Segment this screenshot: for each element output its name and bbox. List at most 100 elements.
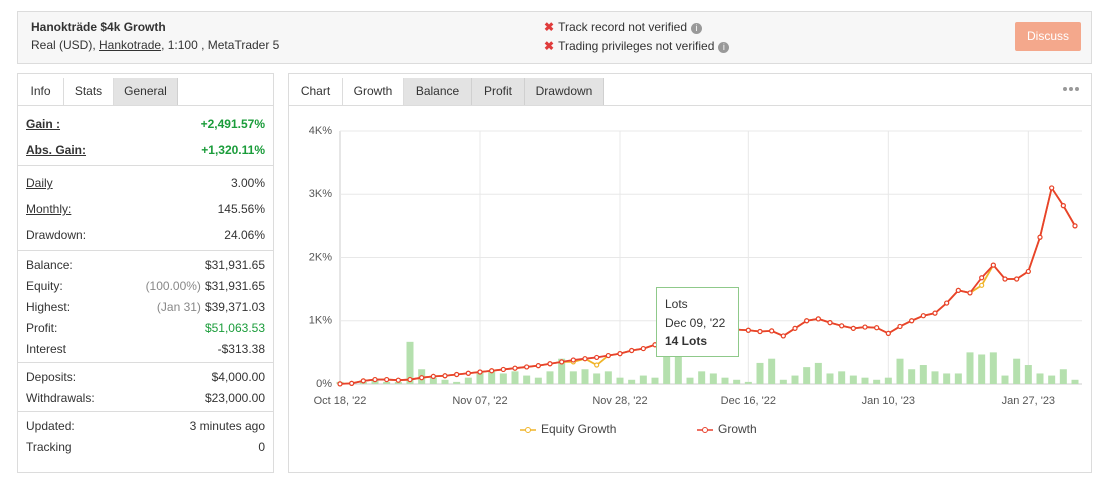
lots-bar — [593, 373, 601, 384]
tab[interactable]: Growth — [342, 78, 404, 105]
series-point — [524, 364, 530, 370]
broker-link[interactable]: Hankotrade — [99, 38, 162, 52]
stat-value: 24.06% — [224, 222, 265, 248]
stat-number: $31,931.65 — [204, 258, 265, 272]
lots-bar — [1071, 379, 1079, 384]
stat-value: $31,931.65 — [205, 255, 265, 276]
lots-bar — [873, 379, 881, 384]
status-item: ✖ Trading privileges not verified i — [544, 39, 730, 53]
y-tick-label: 4K% — [309, 125, 332, 137]
series-point — [349, 380, 355, 386]
stat-label: Equity: — [26, 279, 63, 293]
series-point — [465, 370, 471, 376]
tab[interactable]: General — [114, 78, 178, 105]
series-point — [337, 381, 343, 387]
lots-bar — [546, 371, 554, 384]
lots-bar — [756, 362, 764, 384]
series-point — [804, 318, 810, 324]
stat-label: Deposits: — [26, 370, 77, 384]
series-point — [815, 316, 821, 322]
lots-bar — [803, 367, 811, 384]
lots-bar — [721, 377, 729, 384]
stat-value: (100.00%) $31,931.65 — [146, 276, 265, 297]
legend-label: Growth — [718, 422, 757, 436]
series-point — [769, 328, 775, 334]
lots-bar — [1059, 369, 1067, 384]
stat-row: Highest: (Jan 31) $39,371.03 — [26, 297, 265, 318]
lots-bar — [826, 373, 834, 384]
series-point — [535, 363, 541, 369]
series-point — [757, 328, 763, 335]
menu-dot[interactable] — [1075, 87, 1079, 91]
series-point — [395, 377, 401, 383]
stat-value: $51,063.53 — [205, 318, 265, 339]
lots-bar — [581, 369, 589, 384]
series-point — [862, 324, 868, 330]
stat-value: +2,491.57% — [201, 111, 265, 137]
separator — [18, 362, 273, 363]
discuss-button[interactable]: Discuss — [1015, 22, 1081, 51]
stat-value: 145.56% — [218, 196, 265, 222]
separator — [18, 250, 273, 251]
tab[interactable]: Balance — [404, 78, 472, 105]
tab[interactable]: Stats — [63, 78, 114, 105]
lots-bar — [663, 356, 671, 384]
lots-bar — [861, 377, 869, 384]
series-point — [1025, 268, 1031, 275]
tab[interactable]: Drawdown — [525, 78, 604, 105]
info-icon[interactable]: i — [718, 42, 730, 53]
series-point — [909, 318, 915, 324]
tab[interactable]: Chart — [289, 78, 342, 105]
series-point — [629, 347, 635, 354]
stat-note: (Jan 31) — [156, 300, 201, 314]
series-point — [360, 378, 366, 384]
lots-bar — [674, 354, 682, 384]
lots-bar — [908, 369, 916, 384]
tooltip-date: Dec 09, '22 — [665, 315, 726, 330]
stat-label: Highest: — [26, 300, 71, 314]
stat-row: Abs. Gain: +1,320.11% — [26, 137, 265, 163]
lots-bar — [814, 362, 822, 384]
series-point — [920, 313, 926, 319]
stat-label: Monthly: — [26, 202, 72, 216]
lots-bar — [441, 379, 449, 384]
lots-bar — [896, 358, 904, 384]
x-tick-label: Jan 10, '23 — [862, 395, 915, 407]
account-info: , 1:100 , MetaTrader 5 — [161, 38, 280, 52]
y-tick-label: 0% — [316, 378, 332, 390]
stat-label: Profit: — [26, 321, 58, 335]
status-text: Trading privileges not verified — [558, 39, 715, 53]
series-point — [944, 300, 950, 306]
stats-list: Gain : +2,491.57% Abs. Gain: +1,320.11% Dail… — [18, 74, 273, 472]
account: Real (USD), Hankotrade, 1:100 , MetaTrad… — [31, 38, 279, 52]
series-point — [932, 310, 938, 316]
tooltip-title: Lots — [665, 297, 688, 311]
stat-row: Tracking 0 — [26, 437, 265, 458]
stat-row: Drawdown: 24.06% — [26, 222, 265, 248]
legend-swatch — [702, 427, 708, 433]
series-point — [605, 352, 611, 359]
lots-bar — [406, 341, 414, 384]
stat-value: +1,320.11% — [201, 137, 265, 163]
lots-bar — [523, 375, 531, 384]
stat-row: Profit: $51,063.53 — [26, 318, 265, 339]
lots-bar — [989, 352, 997, 384]
y-tick-label: 3K% — [309, 188, 332, 200]
series-point — [407, 376, 413, 383]
series-point — [827, 320, 833, 326]
stat-note: (100.00%) — [145, 279, 201, 293]
menu-dot[interactable] — [1069, 87, 1073, 91]
lots-bar — [849, 375, 857, 384]
series-point — [967, 290, 973, 296]
lots-bar — [394, 381, 402, 384]
menu-dot[interactable] — [1063, 87, 1067, 91]
tab[interactable]: Profit — [472, 78, 525, 105]
lots-bar — [884, 377, 892, 384]
series-point — [547, 361, 553, 367]
info-icon[interactable]: i — [691, 23, 702, 34]
tab[interactable]: Info — [18, 78, 63, 105]
stat-label: Daily — [26, 176, 53, 190]
x-tick-label: Nov 28, '22 — [592, 395, 647, 407]
